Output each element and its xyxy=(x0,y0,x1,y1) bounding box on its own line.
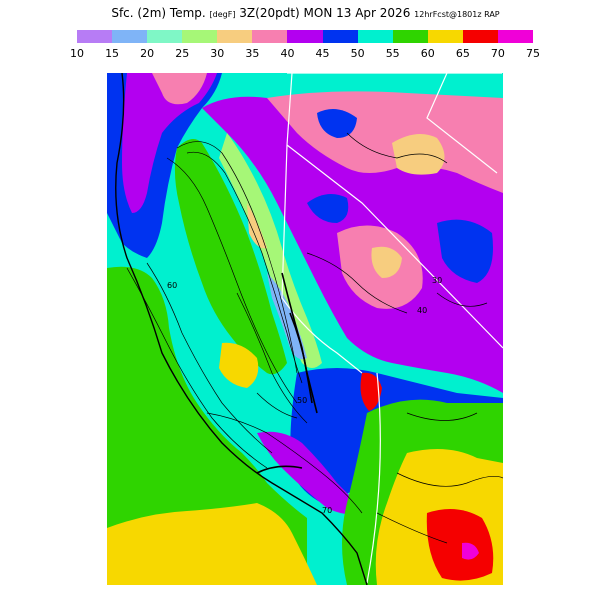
basin-blue-2 xyxy=(437,219,493,283)
title-text: Sfc. (2m) Temp. xyxy=(111,6,206,20)
legend-label: 15 xyxy=(105,47,120,60)
legend-swatch xyxy=(287,30,323,43)
contour-label: 30 xyxy=(432,276,442,285)
legend-swatch xyxy=(427,30,463,43)
nevada-orange-patch-2 xyxy=(371,246,402,278)
state-boundaries xyxy=(281,73,503,584)
color-legend-bar xyxy=(77,30,534,43)
sierra-crest-band xyxy=(219,133,322,368)
legend-label: 25 xyxy=(175,47,190,60)
desert-red-patch xyxy=(360,372,382,411)
legend-label: 75 xyxy=(526,47,540,60)
north-coast-purple xyxy=(122,73,217,213)
sierra-crest-lightblue xyxy=(267,273,307,360)
legend-swatch xyxy=(392,30,428,43)
legend-swatch xyxy=(357,30,393,43)
ocean-yellow-zone xyxy=(107,503,317,585)
legend-label: 60 xyxy=(420,47,435,60)
legend-swatch xyxy=(182,30,218,43)
legend-label: 65 xyxy=(455,47,470,60)
legend-swatch xyxy=(147,30,183,43)
legend-swatch xyxy=(252,30,288,43)
temperature-map: 60 50 40 30 70 xyxy=(107,73,503,585)
valley-green-zone xyxy=(174,139,287,375)
contour-label: 60 xyxy=(167,281,177,290)
contour-label: 40 xyxy=(417,306,427,315)
legend-label: 10 xyxy=(70,47,84,60)
desert-red-zone xyxy=(426,509,494,581)
desert-magenta-patch xyxy=(462,542,479,560)
legend-swatch xyxy=(497,30,534,43)
title-time: 3Z(20pdt) MON 13 Apr 2026 xyxy=(239,6,411,20)
legend-label: 35 xyxy=(245,47,260,60)
title-forecast: 12hrFcst@1801z RAP xyxy=(414,10,500,19)
basin-blue-1 xyxy=(307,194,349,223)
coastline xyxy=(115,73,368,585)
legend-label: 45 xyxy=(315,47,330,60)
legend-label: 30 xyxy=(210,47,225,60)
legend-label: 55 xyxy=(385,47,400,60)
legend-swatch xyxy=(112,30,148,43)
legend-label: 50 xyxy=(350,47,365,60)
legend-swatch xyxy=(322,30,358,43)
color-legend-labels: 10 15 20 25 30 35 40 45 50 55 60 65 70 75 xyxy=(70,47,540,61)
map-title: Sfc. (2m) Temp. [degF] 3Z(20pdt) MON 13 … xyxy=(0,6,611,20)
basin-blue-3 xyxy=(317,109,357,138)
legend-label: 70 xyxy=(490,47,505,60)
contour-lines-bold xyxy=(256,272,318,474)
contour-labels: 60 50 40 30 70 xyxy=(167,276,442,515)
title-units: [degF] xyxy=(209,10,236,19)
socal-purple-ridge xyxy=(257,431,367,515)
ocean-yellow-patch xyxy=(219,342,259,388)
legend-label: 40 xyxy=(280,47,295,60)
legend-swatch xyxy=(462,30,498,43)
contour-label: 70 xyxy=(322,506,332,515)
north-coast-pink xyxy=(152,73,207,105)
legend-swatch xyxy=(217,30,253,43)
contour-label: 50 xyxy=(297,396,307,405)
contour-lines xyxy=(126,132,503,544)
legend-label: 20 xyxy=(140,47,155,60)
legend-swatch xyxy=(77,30,113,43)
